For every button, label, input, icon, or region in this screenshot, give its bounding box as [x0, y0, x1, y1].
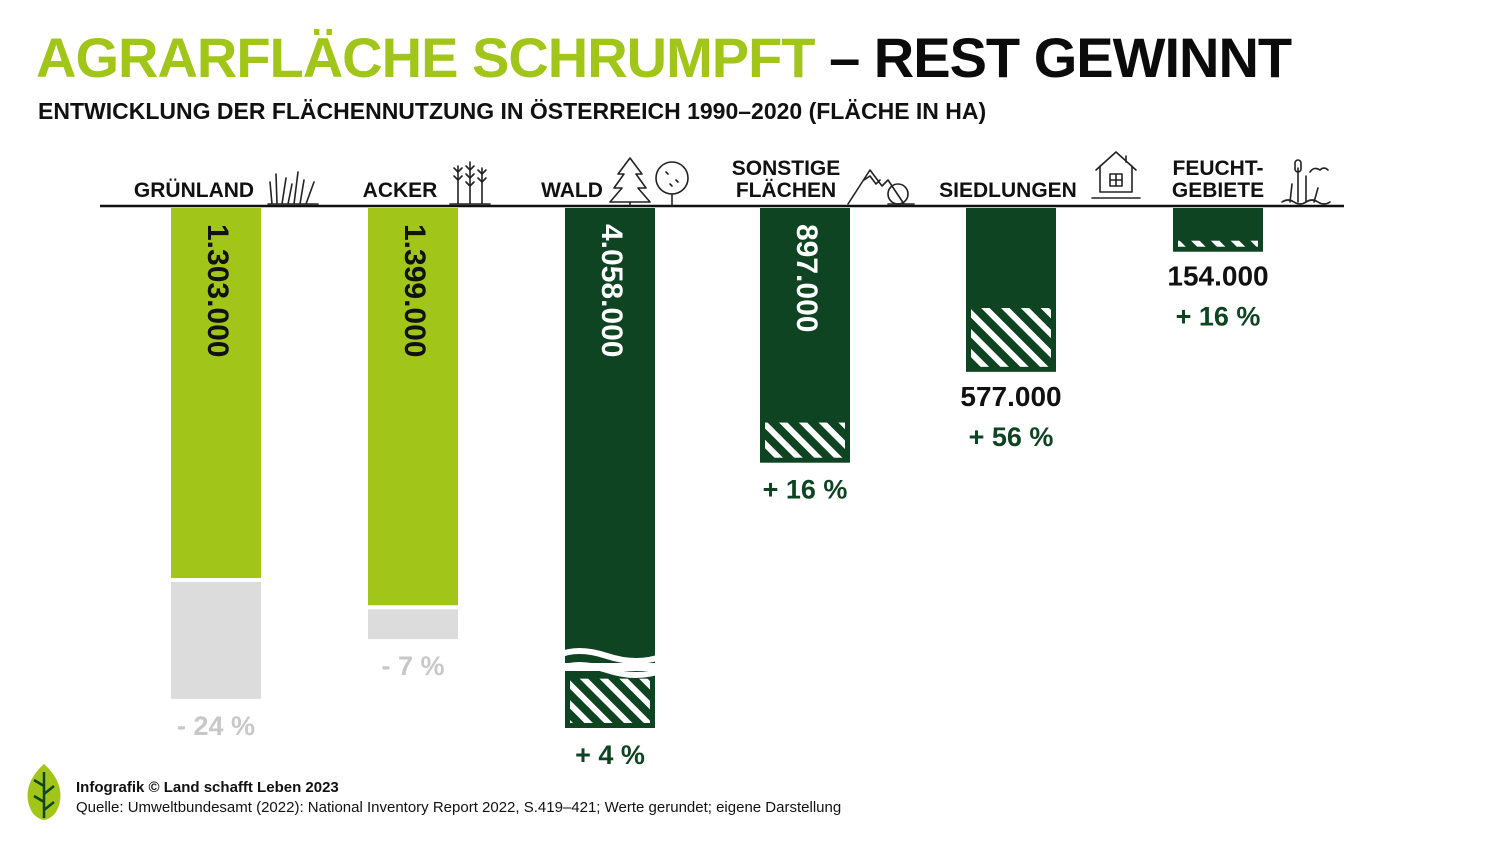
category-label: ACKER: [363, 179, 438, 202]
chart-subtitle: ENTWICKLUNG DER FLÄCHENNUTZUNG IN ÖSTERR…: [38, 98, 987, 124]
change-label: - 7 %: [381, 651, 444, 681]
footer: Infografik © Land schafft Leben 2023 Que…: [76, 778, 841, 818]
change-label: + 56 %: [969, 422, 1054, 452]
category-label: FEUCHT-: [1173, 157, 1264, 180]
category-label: FLÄCHEN: [736, 179, 836, 202]
category-label: SONSTIGE: [732, 157, 841, 180]
axis-break-gap: [565, 663, 655, 671]
value-label: 897.000: [790, 224, 823, 332]
category-label: GRÜNLAND: [134, 179, 254, 202]
bar-gain-hatch: [765, 422, 845, 458]
bar: [171, 208, 261, 578]
trees-icon: [609, 157, 689, 207]
category-label: WALD: [541, 179, 603, 202]
category-label: GEBIETE: [1172, 179, 1264, 202]
bar-gain-hatch: [570, 678, 650, 723]
bar-loss: [368, 609, 458, 640]
bar-loss: [171, 582, 261, 699]
bar-gain-hatch: [1178, 240, 1258, 247]
value-label: 577.000: [960, 381, 1061, 412]
value-label: 154.000: [1167, 261, 1268, 292]
leaf-logo-icon: [22, 762, 66, 827]
mountain-bush-icon: [847, 169, 915, 205]
wheat-icon: [449, 161, 491, 205]
title-rest: – REST GEWINNT: [814, 26, 1292, 89]
title-highlight: AGRARFLÄCHE SCHRUMPFT: [36, 26, 816, 89]
value-label: 4.058.000: [595, 224, 628, 357]
reed-water-icon: [1281, 159, 1331, 205]
footer-source: Quelle: Umweltbundesamt (2022): National…: [76, 799, 842, 816]
bar: [565, 208, 655, 728]
change-label: + 4 %: [575, 740, 645, 770]
category-label: SIEDLUNGEN: [939, 179, 1077, 202]
change-label: - 24 %: [177, 711, 255, 741]
bar-gain-hatch: [971, 308, 1051, 367]
house-icon: [1091, 151, 1141, 199]
footer-credit: Infografik © Land schafft Leben 2023: [76, 779, 339, 796]
bar: [760, 208, 850, 463]
bar: [368, 208, 458, 606]
grass-icon: [267, 171, 319, 205]
value-label: 1.303.000: [201, 224, 234, 357]
change-label: + 16 %: [763, 475, 848, 505]
change-label: + 16 %: [1176, 302, 1261, 332]
value-label: 1.399.000: [398, 224, 431, 357]
chart-title: AGRARFLÄCHE SCHRUMPFT – REST GEWINNT: [36, 30, 1292, 86]
